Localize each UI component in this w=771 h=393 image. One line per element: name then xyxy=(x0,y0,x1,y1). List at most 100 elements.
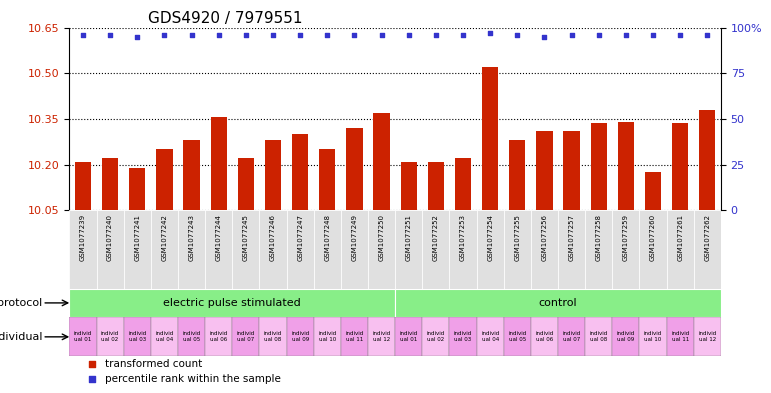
Point xyxy=(131,33,143,40)
Bar xyxy=(373,113,389,210)
Text: GSM1077239: GSM1077239 xyxy=(80,214,86,261)
Bar xyxy=(591,123,607,210)
Point xyxy=(240,32,252,38)
FancyBboxPatch shape xyxy=(476,210,503,288)
Point xyxy=(402,32,415,38)
Point xyxy=(185,32,197,38)
Point xyxy=(511,32,524,38)
Text: GSM1077258: GSM1077258 xyxy=(596,214,601,261)
FancyBboxPatch shape xyxy=(423,317,449,356)
Point xyxy=(674,32,686,38)
Point xyxy=(429,32,442,38)
FancyBboxPatch shape xyxy=(612,317,639,356)
Point xyxy=(620,32,632,38)
Point xyxy=(86,376,99,382)
FancyBboxPatch shape xyxy=(205,210,232,288)
Point xyxy=(647,32,659,38)
Bar xyxy=(319,149,335,210)
Bar xyxy=(75,162,91,210)
Text: individ
ual 11: individ ual 11 xyxy=(671,331,689,342)
Point xyxy=(77,32,89,38)
Point xyxy=(375,32,388,38)
FancyBboxPatch shape xyxy=(178,210,205,288)
Bar xyxy=(564,131,580,210)
Text: individ
ual 06: individ ual 06 xyxy=(535,331,554,342)
Text: individ
ual 04: individ ual 04 xyxy=(481,331,500,342)
Bar xyxy=(265,140,281,210)
Text: individ
ual 05: individ ual 05 xyxy=(508,331,527,342)
Text: individ
ual 05: individ ual 05 xyxy=(183,331,200,342)
Text: individ
ual 08: individ ual 08 xyxy=(264,331,282,342)
Point xyxy=(538,33,550,40)
FancyBboxPatch shape xyxy=(558,210,585,288)
Point xyxy=(321,32,333,38)
Text: individ
ual 11: individ ual 11 xyxy=(345,331,364,342)
FancyBboxPatch shape xyxy=(585,210,612,288)
FancyBboxPatch shape xyxy=(694,210,721,288)
FancyBboxPatch shape xyxy=(639,317,667,356)
Bar xyxy=(699,110,715,210)
Text: individ
ual 09: individ ual 09 xyxy=(617,331,635,342)
FancyBboxPatch shape xyxy=(287,317,314,356)
Text: GSM1077245: GSM1077245 xyxy=(243,214,249,261)
Text: GSM1077240: GSM1077240 xyxy=(107,214,113,261)
Text: individ
ual 01: individ ual 01 xyxy=(399,331,418,342)
Text: electric pulse stimulated: electric pulse stimulated xyxy=(163,298,301,308)
FancyBboxPatch shape xyxy=(558,317,585,356)
Text: control: control xyxy=(539,298,577,308)
Point xyxy=(294,32,306,38)
Bar xyxy=(102,158,118,210)
Text: individ
ual 10: individ ual 10 xyxy=(644,331,662,342)
Text: GSM1077250: GSM1077250 xyxy=(379,214,385,261)
FancyBboxPatch shape xyxy=(395,317,423,356)
FancyBboxPatch shape xyxy=(314,210,341,288)
Text: GSM1077253: GSM1077253 xyxy=(460,214,466,261)
Bar xyxy=(210,118,227,210)
Point xyxy=(158,32,170,38)
Bar xyxy=(482,67,498,210)
Point xyxy=(348,32,361,38)
Bar xyxy=(346,128,362,210)
FancyBboxPatch shape xyxy=(69,317,96,356)
Point xyxy=(484,30,497,36)
Text: GSM1077247: GSM1077247 xyxy=(297,214,303,261)
Text: GSM1077257: GSM1077257 xyxy=(568,214,574,261)
Text: individ
ual 12: individ ual 12 xyxy=(699,331,716,342)
Text: percentile rank within the sample: percentile rank within the sample xyxy=(105,375,281,384)
FancyBboxPatch shape xyxy=(667,210,694,288)
Bar xyxy=(237,158,254,210)
FancyBboxPatch shape xyxy=(232,317,259,356)
Text: GSM1077255: GSM1077255 xyxy=(514,214,520,261)
FancyBboxPatch shape xyxy=(69,288,395,317)
Bar xyxy=(292,134,308,210)
FancyBboxPatch shape xyxy=(232,210,259,288)
FancyBboxPatch shape xyxy=(287,210,314,288)
Text: individual: individual xyxy=(0,332,42,342)
Bar xyxy=(129,167,146,210)
Point xyxy=(104,32,116,38)
Text: GSM1077246: GSM1077246 xyxy=(270,214,276,261)
Text: individ
ual 03: individ ual 03 xyxy=(454,331,472,342)
Text: individ
ual 12: individ ual 12 xyxy=(372,331,391,342)
Text: GSM1077248: GSM1077248 xyxy=(325,214,330,261)
FancyBboxPatch shape xyxy=(423,210,449,288)
Point xyxy=(457,32,470,38)
FancyBboxPatch shape xyxy=(259,317,287,356)
Text: GSM1077254: GSM1077254 xyxy=(487,214,493,261)
Bar xyxy=(455,158,471,210)
Bar xyxy=(401,162,417,210)
Bar xyxy=(618,122,634,210)
Text: individ
ual 06: individ ual 06 xyxy=(210,331,227,342)
FancyBboxPatch shape xyxy=(341,317,368,356)
Bar xyxy=(645,172,662,210)
Text: GSM1077262: GSM1077262 xyxy=(705,214,710,261)
FancyBboxPatch shape xyxy=(151,317,178,356)
Text: individ
ual 03: individ ual 03 xyxy=(128,331,146,342)
Text: GDS4920 / 7979551: GDS4920 / 7979551 xyxy=(147,11,302,26)
FancyBboxPatch shape xyxy=(639,210,667,288)
Text: GSM1077243: GSM1077243 xyxy=(189,214,194,261)
Point xyxy=(86,360,99,367)
Text: individ
ual 01: individ ual 01 xyxy=(74,331,92,342)
Text: GSM1077241: GSM1077241 xyxy=(134,214,140,261)
Point xyxy=(701,32,713,38)
